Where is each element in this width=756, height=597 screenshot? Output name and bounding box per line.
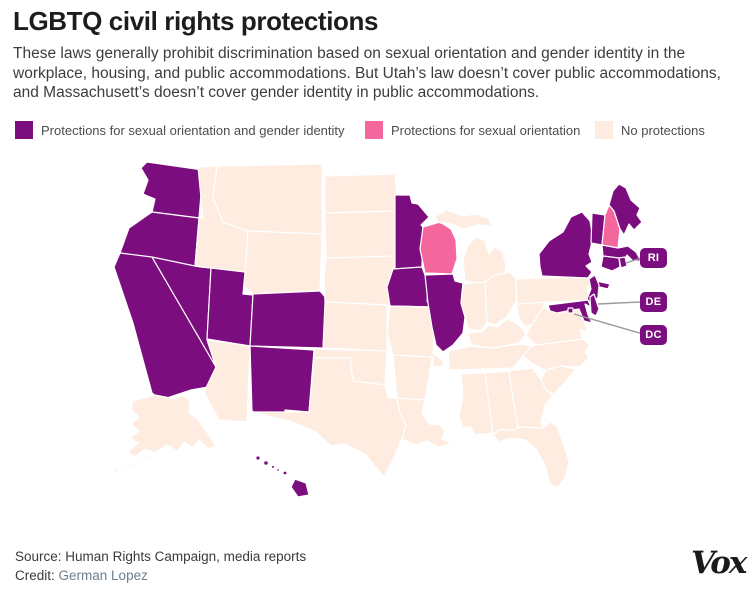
state-mt [212, 163, 323, 235]
state-hi [255, 455, 310, 498]
credit-link[interactable]: German Lopez [58, 568, 148, 583]
state-nd [324, 173, 399, 214]
callout-line-de [597, 301, 642, 305]
us-choropleth-map [113, 161, 644, 498]
credit-label: Credit: [15, 568, 55, 583]
state-ks [322, 301, 388, 352]
legend-swatch-orientation-only [365, 121, 383, 139]
source-text: Human Rights Campaign, media reports [65, 549, 307, 564]
state-wa [140, 161, 204, 219]
description: These laws generally prohibit discrimina… [13, 45, 721, 101]
source-line: Source: Human Rights Campaign, media rep… [15, 549, 306, 564]
state-ia [386, 266, 433, 308]
state-de [589, 293, 600, 317]
state-il [424, 273, 466, 353]
callout-badge-ri: RI [640, 248, 667, 268]
legend-label: Protections for sexual orientation and g… [41, 122, 345, 138]
callout-badge-dc: DC [640, 325, 667, 345]
state-wy [243, 230, 323, 295]
page-title: LGBTQ civil rights protections [13, 6, 379, 36]
state-nc [522, 338, 591, 371]
legend-swatch-both [15, 121, 33, 139]
state-nm [249, 345, 315, 418]
callout-line-ri [625, 257, 642, 264]
callout-badge-de: DE [640, 292, 667, 312]
credit-line: Credit: German Lopez [15, 568, 148, 583]
legend-item-orientation-only: Protections for sexual orientation [365, 120, 580, 140]
state-in [460, 281, 488, 332]
state-wi [419, 221, 458, 275]
state-ri [618, 256, 628, 269]
state-tx [253, 357, 407, 478]
legend-label: Protections for sexual orientation [391, 122, 581, 138]
legend-item-none: No protections [595, 120, 705, 140]
state-dc [567, 307, 574, 314]
state-tn [447, 343, 533, 371]
state-az [203, 339, 251, 423]
state-sd [324, 210, 401, 259]
vox-logo: Vox [691, 545, 747, 581]
state-co [249, 290, 327, 349]
state-ct [600, 255, 621, 272]
source-label: Source: [15, 549, 62, 564]
state-fl [492, 421, 570, 489]
state-ak [113, 394, 217, 474]
state-ar [392, 354, 433, 401]
state-mi [433, 209, 507, 284]
state-me [608, 183, 643, 236]
state-pa [515, 275, 593, 305]
legend-item-both: Protections for sexual orientation and g… [15, 120, 345, 140]
state-la [396, 397, 453, 448]
legend-label: No protections [621, 122, 705, 138]
state-oh [484, 271, 518, 326]
legend-swatch-none [595, 121, 613, 139]
callout-line-dc [573, 313, 644, 335]
